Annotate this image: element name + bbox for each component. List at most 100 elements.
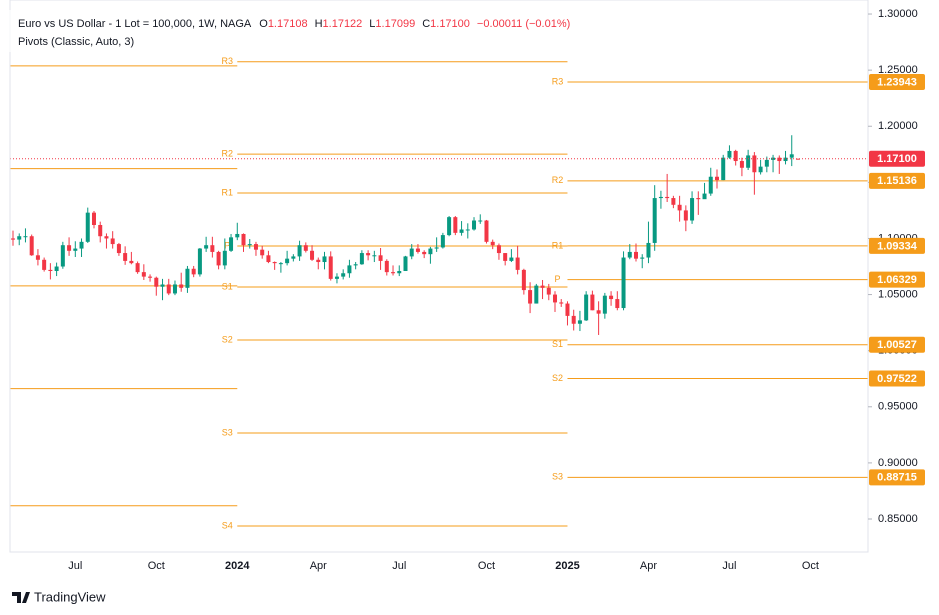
candle-body — [73, 248, 78, 251]
ohlc-value: 1.17108 — [268, 18, 308, 30]
candle-body — [110, 238, 115, 245]
candle-body — [60, 245, 65, 267]
x-tick-label: Oct — [802, 560, 819, 572]
candle-body — [366, 253, 371, 256]
price-badge — [869, 237, 925, 254]
y-tick-label: 0.95000 — [878, 401, 918, 413]
candle-body — [285, 258, 290, 264]
candle-body — [204, 245, 209, 249]
candle-body — [453, 217, 458, 233]
candle-body — [727, 150, 732, 158]
last-price-label: 1.17100 — [877, 153, 917, 165]
candle-body — [528, 290, 533, 304]
price-badge — [869, 469, 925, 486]
candle-body — [160, 284, 165, 287]
candle-body — [546, 287, 551, 295]
candle-body — [378, 255, 383, 261]
plot-frame — [9, 0, 869, 553]
ohlc-key: L — [369, 18, 375, 30]
y-tick-label: 0.90000 — [878, 457, 918, 469]
ohlc-value: 1.17122 — [323, 18, 363, 30]
pivot-name: S2 — [222, 334, 233, 344]
candle-body — [241, 233, 246, 246]
brand-logo — [12, 592, 30, 603]
candle-body — [185, 268, 190, 288]
candle-body — [627, 251, 632, 258]
pivot-name: R1 — [222, 187, 234, 197]
pivot-name: P — [224, 240, 230, 250]
candle-body — [702, 193, 707, 200]
candle-body — [789, 154, 794, 158]
x-tick-label: Jul — [722, 560, 736, 572]
candle-body — [372, 255, 377, 257]
candle-body — [472, 220, 477, 230]
candle-body — [210, 245, 215, 252]
candle-body — [584, 294, 589, 321]
candle-body — [54, 266, 59, 272]
candle-body — [98, 224, 103, 237]
ohlc-change: −0.00011 (−0.01%) — [477, 18, 570, 30]
candle-body — [253, 244, 258, 250]
candle-body — [447, 217, 452, 236]
candle-body — [191, 268, 196, 275]
candle-body — [690, 198, 695, 221]
x-tick-label: 2024 — [225, 560, 250, 572]
candle-body — [515, 257, 520, 270]
y-tick-label: 0.85000 — [878, 513, 918, 525]
price-badge-label: 0.88715 — [877, 472, 917, 484]
candle-body — [683, 210, 688, 221]
candle-body — [777, 157, 782, 162]
candle-body — [129, 260, 134, 264]
ohlc-value: 1.17100 — [430, 18, 470, 30]
candle-body — [721, 157, 726, 181]
candle-body — [665, 196, 670, 199]
ohlc-key: C — [422, 18, 430, 30]
candle-body — [739, 161, 744, 168]
price-badge-label: 1.09334 — [877, 240, 918, 252]
candle-body — [353, 264, 358, 266]
candle-body — [540, 285, 545, 288]
candle-body — [771, 157, 776, 160]
candle-body — [334, 276, 339, 279]
symbol-title: Euro vs US Dollar - 1 Lot = 100,000, 1W,… — [18, 18, 252, 30]
pivot-name: R2 — [552, 175, 564, 185]
price-badge-label: 1.06329 — [877, 274, 917, 286]
candle-body — [696, 198, 701, 200]
ohlc-key: O — [259, 18, 268, 30]
candle-body — [48, 269, 53, 272]
candle-body — [104, 236, 109, 239]
candle-body — [534, 285, 539, 304]
candle-body — [23, 236, 28, 238]
pivot-name: S2 — [552, 373, 563, 383]
candle-body — [91, 212, 96, 225]
candle-body — [272, 262, 277, 264]
candle-body — [652, 198, 657, 243]
x-tick-label: Oct — [148, 560, 165, 572]
candle-body — [154, 277, 159, 287]
candle-body — [465, 229, 470, 231]
candle-body — [291, 256, 296, 259]
candle-body — [397, 271, 402, 274]
candle-body — [135, 263, 140, 273]
candle-body — [714, 176, 719, 181]
pivot-name: P — [554, 274, 560, 284]
candle-body — [746, 155, 751, 168]
candle-body — [590, 294, 595, 311]
candle-body — [216, 251, 221, 266]
candle-body — [166, 284, 171, 294]
candle-body — [29, 236, 34, 256]
candle-body — [266, 255, 271, 263]
candle-body — [297, 245, 302, 257]
candle-body — [758, 166, 763, 173]
price-badge-label: 1.00527 — [877, 339, 917, 351]
candle-body — [478, 220, 483, 222]
pivot-name: S1 — [222, 281, 233, 291]
candle-body — [553, 294, 558, 303]
pivot-name: R3 — [552, 76, 564, 86]
candle-body — [708, 176, 713, 194]
candle-body — [609, 295, 614, 300]
brand: TradingView — [34, 589, 106, 604]
candle-body — [596, 310, 601, 314]
candle-body — [247, 244, 252, 246]
